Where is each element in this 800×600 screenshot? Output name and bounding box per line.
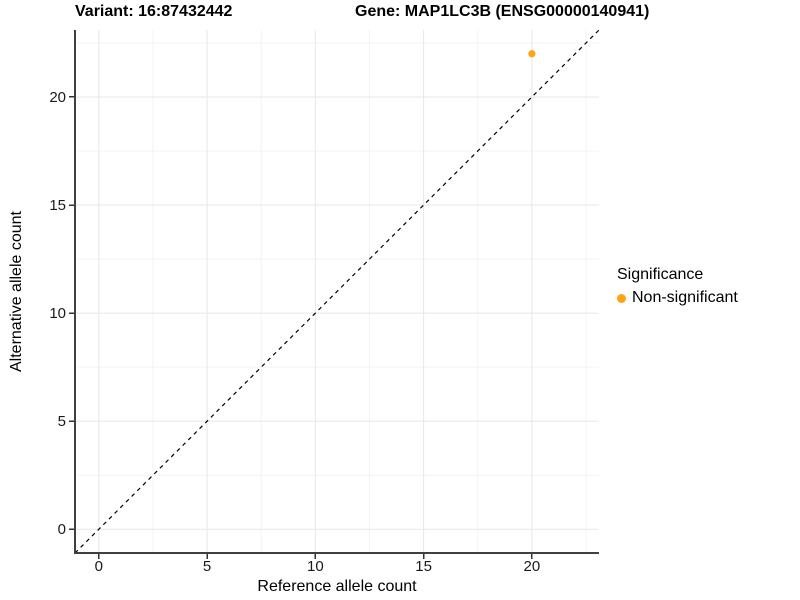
identity-line	[74, 29, 600, 554]
data-point	[528, 50, 536, 58]
legend-item-label: Non-significant	[632, 289, 738, 306]
legend-title: Significance	[617, 266, 704, 283]
x-axis-title: Reference allele count	[257, 578, 417, 595]
point-swatch-icon	[617, 293, 626, 303]
y-tick-label: 5	[58, 413, 66, 430]
variant-title: Variant: 16:87432442	[75, 3, 233, 20]
y-tick-label: 20	[49, 89, 66, 106]
x-tick-label: 10	[307, 558, 324, 575]
x-tick-label: 20	[524, 558, 541, 575]
legend-item: Non-significant	[617, 289, 738, 307]
y-tick-label: 0	[58, 521, 66, 538]
x-tick-label: 0	[95, 558, 103, 575]
y-tick-label: 10	[49, 305, 66, 322]
x-tick-label: 5	[203, 558, 211, 575]
gene-title: Gene: MAP1LC3B (ENSG00000140941)	[355, 3, 650, 20]
y-axis-title: Alternative allele count	[8, 210, 25, 372]
x-tick-label: 15	[415, 558, 432, 575]
y-tick-label: 15	[49, 197, 66, 214]
legend: Significance Non-significant	[617, 266, 738, 307]
